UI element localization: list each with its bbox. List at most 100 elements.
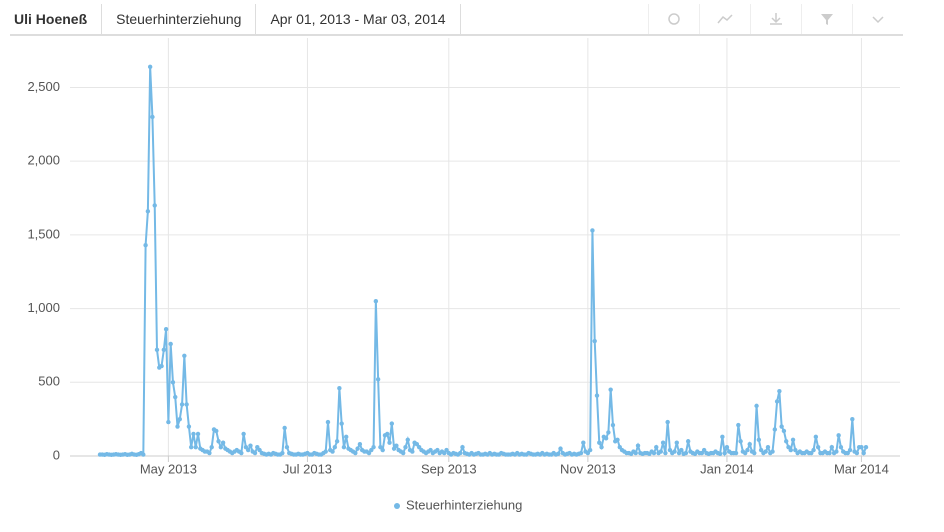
data-point (282, 425, 287, 431)
data-point (599, 444, 604, 450)
data-point (587, 447, 593, 453)
data-point (763, 449, 768, 454)
data-point (736, 422, 741, 428)
data-point (154, 347, 160, 353)
data-point (717, 451, 723, 456)
data-point (859, 444, 864, 450)
data-point (179, 402, 185, 407)
data-point (177, 416, 182, 422)
data-point (403, 444, 408, 450)
data-point (220, 440, 226, 445)
data-point (781, 428, 787, 434)
data-point (597, 440, 602, 445)
data-point (854, 450, 860, 456)
data-point (401, 450, 406, 456)
data-point (556, 451, 561, 456)
data-point (159, 363, 164, 369)
topic[interactable]: Steuerhinterziehung (102, 4, 257, 34)
data-point (245, 447, 251, 453)
data-point (143, 243, 148, 248)
data-point (344, 434, 349, 440)
data-point (330, 449, 335, 454)
data-point (195, 431, 201, 437)
x-tick-label: Sep 2013 (421, 461, 477, 476)
filter-icon[interactable] (801, 4, 852, 34)
data-point (218, 444, 224, 450)
data-point (405, 437, 410, 442)
data-point (355, 446, 360, 451)
data-point (603, 436, 609, 441)
data-point (175, 424, 180, 429)
data-point (163, 327, 169, 332)
data-point (790, 437, 796, 442)
data-point (184, 402, 189, 407)
y-tick-label: 0 (53, 447, 60, 462)
more-icon[interactable] (852, 4, 903, 34)
data-point (341, 444, 347, 450)
data-point (207, 450, 212, 456)
data-point (606, 430, 611, 435)
legend-marker (394, 503, 400, 509)
data-point (660, 440, 666, 445)
data-point (280, 450, 285, 456)
data-point (578, 450, 584, 456)
data-point (772, 427, 778, 432)
data-point (847, 447, 853, 453)
data-point (679, 447, 684, 453)
data-point (674, 440, 679, 445)
x-tick-label: Jan 2014 (700, 461, 754, 476)
data-point (193, 444, 198, 450)
data-point (829, 444, 835, 450)
data-point (827, 450, 832, 456)
data-point (375, 377, 381, 382)
data-point (357, 442, 363, 447)
data-point (788, 447, 793, 453)
data-point (724, 444, 730, 450)
data-point (592, 338, 597, 344)
data-point (838, 444, 844, 450)
data-point (756, 437, 762, 442)
data-point (774, 399, 780, 404)
data-point (685, 439, 691, 444)
data-point (371, 444, 376, 450)
data-point (150, 114, 155, 120)
data-point (373, 299, 379, 304)
info-icon[interactable] (648, 4, 699, 34)
data-point (834, 449, 839, 454)
data-point (654, 444, 659, 450)
legend-label: Steuerhinterziehung (406, 497, 522, 512)
data-point (332, 444, 338, 450)
entity[interactable]: Uli Hoeneß (10, 4, 103, 34)
data-point (610, 422, 616, 428)
data-point (683, 450, 689, 456)
y-tick-label: 500 (38, 374, 60, 389)
y-tick-label: 1,000 (27, 300, 60, 315)
data-point (811, 447, 816, 453)
data-point (850, 416, 855, 422)
data-point (145, 209, 151, 214)
data-point (615, 437, 620, 442)
data-point (672, 449, 677, 454)
data-point (608, 387, 613, 392)
data-point (166, 419, 171, 425)
data-point (248, 443, 253, 448)
series-line (100, 66, 867, 457)
data-point (170, 380, 176, 385)
data-point (747, 442, 752, 447)
data-point (216, 439, 221, 444)
data-point (651, 450, 657, 456)
data-point (387, 440, 392, 445)
data-point (182, 353, 187, 358)
toolbar: Uli Hoeneß Steuerhinterziehung Apr 01, 2… (10, 4, 903, 36)
data-point (323, 449, 328, 454)
download-icon[interactable] (750, 4, 801, 34)
date-range[interactable]: Apr 01, 2013 - Mar 03, 2014 (256, 4, 461, 34)
data-point (458, 450, 463, 456)
data-point (334, 439, 340, 444)
chart-icon[interactable] (699, 4, 750, 34)
data-point (141, 452, 146, 457)
data-point (161, 347, 167, 353)
data-point (770, 449, 775, 454)
data-point (665, 419, 670, 425)
